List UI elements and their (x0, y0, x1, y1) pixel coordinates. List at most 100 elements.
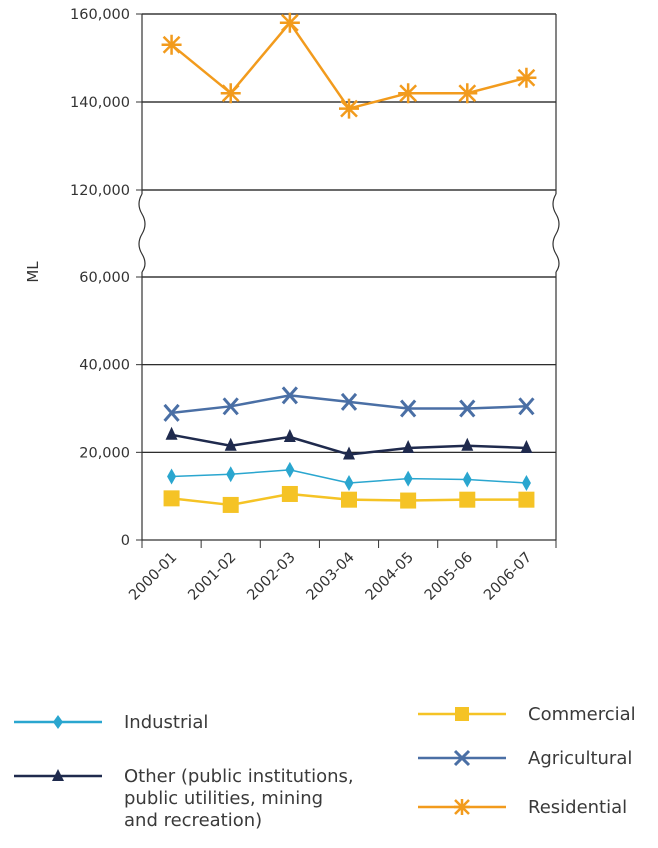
legend-swatch-other (14, 769, 102, 781)
data-point (163, 490, 180, 507)
square-marker (518, 491, 535, 508)
legend-label-industrial: Industrial (124, 712, 209, 733)
x-tick-label: 2006-07 (481, 550, 535, 604)
legend-label-other: Other (public institutions, public utili… (124, 766, 354, 832)
series-agricultural (163, 386, 535, 422)
asterisk-marker (339, 98, 359, 119)
square-marker (222, 496, 239, 513)
asterisk-marker (220, 83, 241, 104)
series-industrial (167, 461, 531, 492)
data-point (400, 399, 417, 418)
square-marker (163, 490, 180, 507)
triangle-marker (461, 437, 474, 451)
y-tick-label: 20,000 (79, 445, 130, 461)
data-point (222, 496, 239, 513)
asterisk-marker (279, 12, 300, 33)
legend-swatch-residential (418, 799, 506, 815)
y-tick-label: 0 (121, 533, 130, 549)
y-tick-label: 140,000 (70, 95, 130, 111)
data-point (400, 492, 417, 509)
y-tick-label: 60,000 (79, 270, 130, 286)
data-point (518, 491, 535, 508)
square-marker (400, 492, 417, 509)
data-point (226, 466, 236, 483)
x-tick-label: 2001-02 (185, 550, 239, 604)
x-marker (163, 403, 180, 422)
asterisk-marker (457, 83, 478, 104)
data-point (462, 471, 472, 488)
y-tick-label: 40,000 (79, 358, 130, 374)
data-point (343, 446, 355, 460)
data-point (403, 470, 413, 487)
triangle-marker (520, 439, 533, 453)
line-chart: 0 20,000 40,000 60,000 120,000 140,000 160,000… (24, 7, 560, 604)
y-axis-label: ML (24, 261, 42, 283)
asterisk-marker (398, 83, 419, 104)
series-other (165, 426, 533, 460)
data-point (340, 392, 358, 411)
data-point (222, 397, 239, 416)
y-axis-right-break-squiggle (552, 193, 560, 273)
legend-swatch-commercial (418, 707, 506, 721)
data-point (279, 12, 300, 33)
data-point (167, 468, 177, 485)
data-point (518, 397, 535, 416)
data-point (521, 475, 531, 492)
data-point (402, 439, 415, 453)
data-point (281, 386, 298, 405)
y-tick-label: 120,000 (70, 183, 130, 199)
x-tick-label: 2000-01 (126, 550, 180, 604)
asterisk-marker (516, 67, 537, 88)
legend-label-residential: Residential (528, 797, 628, 818)
data-point (224, 437, 237, 451)
triangle-marker (165, 426, 178, 440)
legend-item-residential: Residential (418, 797, 627, 819)
diamond-marker (226, 466, 236, 483)
data-point (461, 437, 474, 451)
data-point (341, 491, 357, 508)
triangle-marker (283, 428, 296, 442)
data-point (520, 439, 533, 453)
legend-label-other-line-2: public utilities, mining (124, 788, 324, 809)
x-tick-label: 2003-04 (304, 550, 358, 604)
legend-label-other-line-1: Other (public institutions, (124, 766, 354, 787)
legend-item-commercial: Commercial (418, 704, 636, 726)
data-point (283, 428, 296, 442)
square-marker (281, 485, 298, 502)
legend-label-agricultural: Agricultural (528, 748, 633, 769)
data-point (165, 426, 178, 440)
legend-item-agricultural: Agricultural (418, 748, 632, 770)
y-tick-label: 160,000 (70, 7, 130, 23)
triangle-marker (343, 446, 355, 460)
legend-swatch-agricultural (418, 749, 506, 767)
diamond-marker (285, 461, 295, 478)
x-marker (518, 397, 535, 416)
x-tick-label: 2002-03 (245, 550, 299, 604)
data-point (285, 461, 295, 478)
legend-item-other: Other (public institutions, public utili… (14, 766, 354, 832)
triangle-marker (402, 439, 415, 453)
x-tick-label: 2004-05 (363, 550, 417, 604)
data-point (281, 485, 298, 502)
diamond-marker (167, 468, 177, 485)
diamond-marker (462, 471, 472, 488)
diamond-marker (403, 470, 413, 487)
data-point (220, 83, 241, 104)
x-tick-label: 2005-06 (422, 550, 476, 604)
x-marker (400, 399, 417, 418)
legend-item-industrial: Industrial (14, 712, 208, 734)
series-commercial (163, 485, 535, 513)
data-point (161, 34, 182, 55)
square-marker (341, 491, 357, 508)
legend-label-other-line-3: and recreation) (124, 810, 263, 831)
data-point (163, 403, 180, 422)
data-point (459, 491, 476, 508)
legend-label-commercial: Commercial (528, 704, 636, 725)
series-lines (161, 12, 537, 513)
grid-lines (142, 13, 556, 453)
x-marker (281, 386, 298, 405)
y-axis-left-break-squiggle (138, 193, 146, 273)
x-marker (340, 392, 358, 411)
legend-swatch-industrial (14, 715, 102, 729)
data-point (457, 83, 478, 104)
